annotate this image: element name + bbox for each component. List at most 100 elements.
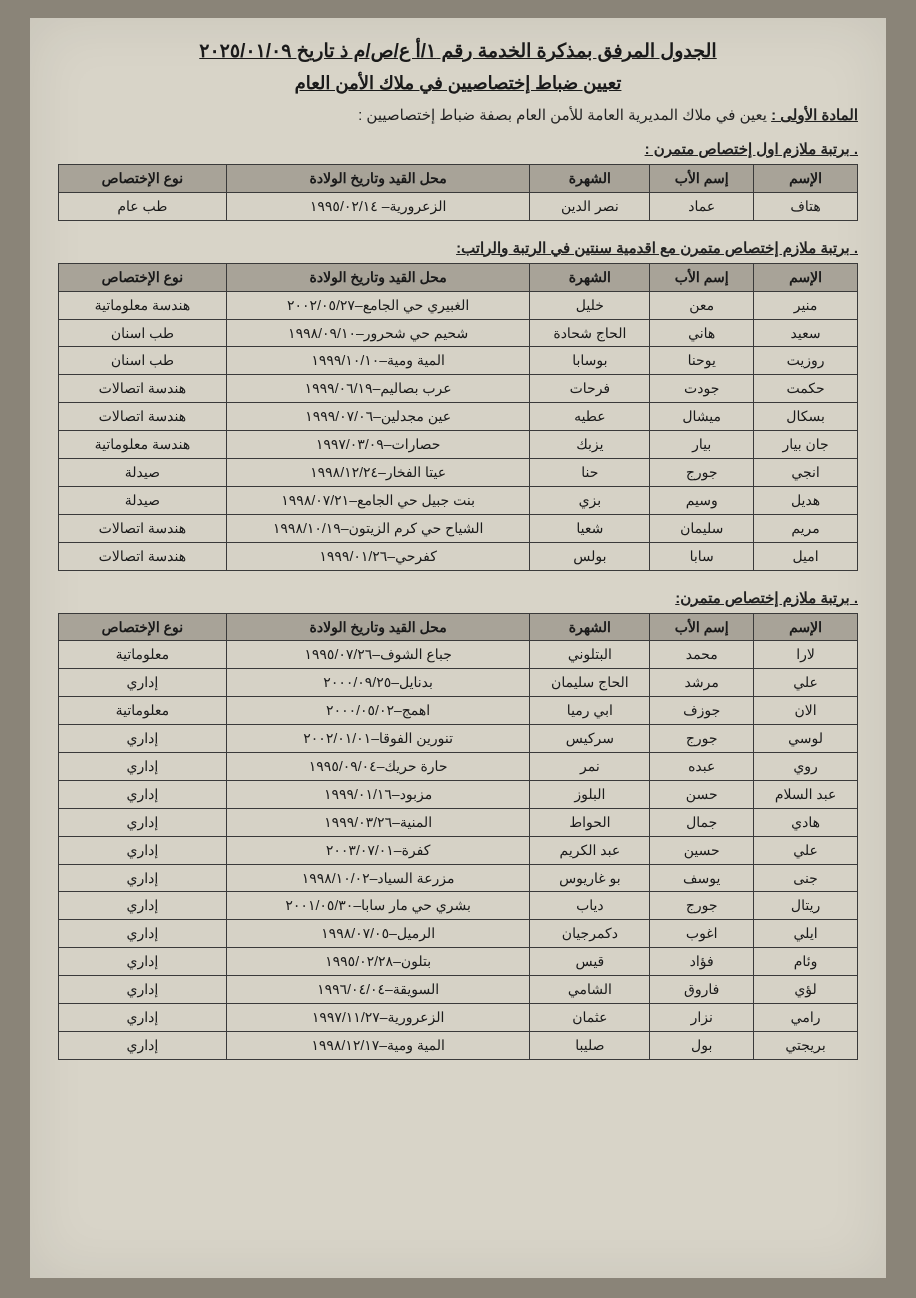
cell: نمر [530, 753, 650, 781]
cell: منير [754, 291, 858, 319]
cell: معلوماتية [59, 641, 227, 669]
cell: دكمرجيان [530, 920, 650, 948]
cell: مريم [754, 514, 858, 542]
cell: المية ومية–١٩٩٩/١٠/١٠ [226, 347, 530, 375]
cell: سركيس [530, 725, 650, 753]
cell: حسن [650, 780, 754, 808]
table-row: الانجوزفابي رميااهمج–٢٠٠٠/٠٥/٠٢معلوماتية [59, 697, 858, 725]
cell: روي [754, 753, 858, 781]
cell: فؤاد [650, 948, 754, 976]
cell: مزرعة السياد–١٩٩٨/١٠/٠٢ [226, 864, 530, 892]
cell: بنت جبيل حي الجامع–١٩٩٨/٠٧/٢١ [226, 486, 530, 514]
cell: خليل [530, 291, 650, 319]
rank-heading: برتبة ملازم إختصاص متمرن: [58, 589, 858, 607]
cell: عماد [650, 192, 754, 220]
cell: الان [754, 697, 858, 725]
table-row: حكمتجودتفرحاتعرب بصاليم–١٩٩٩/٠٦/١٩هندسة … [59, 375, 858, 403]
table-row: منيرمعنخليلالغبيري حي الجامع–٢٠٠٢/٠٥/٢٧ه… [59, 291, 858, 319]
cell: محمد [650, 641, 754, 669]
cell: إداري [59, 780, 227, 808]
cell: ابي رميا [530, 697, 650, 725]
page-subtitle: تعيين ضباط إختصاصيين في ملاك الأمن العام [58, 73, 858, 94]
table-row: هتافعمادنصر الدينالزعرورية– ١٩٩٥/٠٢/١٤طب… [59, 192, 858, 220]
cell: شعيا [530, 514, 650, 542]
cell: الشياح حي كرم الزيتون–١٩٩٨/١٠/١٩ [226, 514, 530, 542]
cell: سليمان [650, 514, 754, 542]
cell: عثمان [530, 1004, 650, 1032]
cell: إداري [59, 948, 227, 976]
col-place: محل القيد وتاريخ الولادة [226, 165, 530, 193]
cell: البتلوني [530, 641, 650, 669]
cell: جوزف [650, 697, 754, 725]
cell: يوسف [650, 864, 754, 892]
cell: نزار [650, 1004, 754, 1032]
cell: دياب [530, 892, 650, 920]
cell: الحاج شحادة [530, 319, 650, 347]
cell: إداري [59, 725, 227, 753]
article-line: المادة الأولى : يعين في ملاك المديرية ال… [58, 106, 858, 124]
cell: جودت [650, 375, 754, 403]
cell: بيار [650, 431, 754, 459]
cell: اغوب [650, 920, 754, 948]
table-row: لارامحمدالبتلونيجباع الشوف–١٩٩٥/٠٧/٢٦معل… [59, 641, 858, 669]
cell: معلوماتية [59, 697, 227, 725]
cell: وسيم [650, 486, 754, 514]
cell: إداري [59, 1031, 227, 1059]
cell: هديل [754, 486, 858, 514]
cell: اميل [754, 542, 858, 570]
cell: ريتال [754, 892, 858, 920]
cell: جان بيار [754, 431, 858, 459]
col-name: الإسم [754, 165, 858, 193]
cell: الشامي [530, 976, 650, 1004]
cell: إداري [59, 753, 227, 781]
cell: بتلون–١٩٩٥/٠٢/٢٨ [226, 948, 530, 976]
article-lead: المادة الأولى : [771, 107, 858, 124]
appointments-table: الإسمإسم الأبالشهرةمحل القيد وتاريخ الول… [58, 263, 858, 571]
cell: وئام [754, 948, 858, 976]
table-row: بريجتيبولصليباالمية ومية–١٩٩٨/١٢/١٧إداري [59, 1031, 858, 1059]
page-title: الجدول المرفق بمذكرة الخدمة رقم ١/أ ع/ص/… [58, 40, 858, 63]
cell: إداري [59, 892, 227, 920]
col-spec: نوع الإختصاص [59, 165, 227, 193]
cell: فاروق [650, 976, 754, 1004]
cell: انجي [754, 459, 858, 487]
cell: هندسة اتصالات [59, 542, 227, 570]
cell: عبد الكريم [530, 836, 650, 864]
cell: إداري [59, 976, 227, 1004]
table-row: جان بياربياريزبكحصارات–١٩٩٧/٠٣/٠٩هندسة م… [59, 431, 858, 459]
cell: الغبيري حي الجامع–٢٠٠٢/٠٥/٢٧ [226, 291, 530, 319]
cell: جمال [650, 808, 754, 836]
col-place: محل القيد وتاريخ الولادة [226, 613, 530, 641]
cell: عيتا الفخار–١٩٩٨/١٢/٢٤ [226, 459, 530, 487]
cell: حنا [530, 459, 650, 487]
cell: بوسابا [530, 347, 650, 375]
cell: عبد السلام [754, 780, 858, 808]
cell: بسكال [754, 403, 858, 431]
table-row: ريتالجورجدياببشري حي مار سابا–٢٠٠١/٠٥/٣٠… [59, 892, 858, 920]
cell: يوحنا [650, 347, 754, 375]
col-name: الإسم [754, 263, 858, 291]
col-father: إسم الأب [650, 263, 754, 291]
cell: ميشال [650, 403, 754, 431]
cell: المية ومية–١٩٩٨/١٢/١٧ [226, 1031, 530, 1059]
table-row: لوسيجورجسركيستنورين الفوقا–٢٠٠٢/٠١/٠١إدا… [59, 725, 858, 753]
col-spec: نوع الإختصاص [59, 263, 227, 291]
cell: إداري [59, 669, 227, 697]
cell: عين مجدلين–١٩٩٩/٠٧/٠٦ [226, 403, 530, 431]
cell: عرب بصاليم–١٩٩٩/٠٦/١٩ [226, 375, 530, 403]
cell: طب عام [59, 192, 227, 220]
cell: بريجتي [754, 1031, 858, 1059]
document-page: الجدول المرفق بمذكرة الخدمة رقم ١/أ ع/ص/… [30, 18, 886, 1278]
cell: هتاف [754, 192, 858, 220]
cell: صيدلة [59, 459, 227, 487]
cell: جورج [650, 459, 754, 487]
cell: مزبود–١٩٩٩/٠١/١٦ [226, 780, 530, 808]
cell: يزبك [530, 431, 650, 459]
cell: عطيه [530, 403, 650, 431]
sections-container: برتبة ملازم اول إختصاص متمرن :الإسمإسم ا… [58, 140, 858, 1060]
cell: هندسة اتصالات [59, 375, 227, 403]
cell: اهمج–٢٠٠٠/٠٥/٠٢ [226, 697, 530, 725]
cell: سابا [650, 542, 754, 570]
cell: جباع الشوف–١٩٩٥/٠٧/٢٦ [226, 641, 530, 669]
cell: هاني [650, 319, 754, 347]
